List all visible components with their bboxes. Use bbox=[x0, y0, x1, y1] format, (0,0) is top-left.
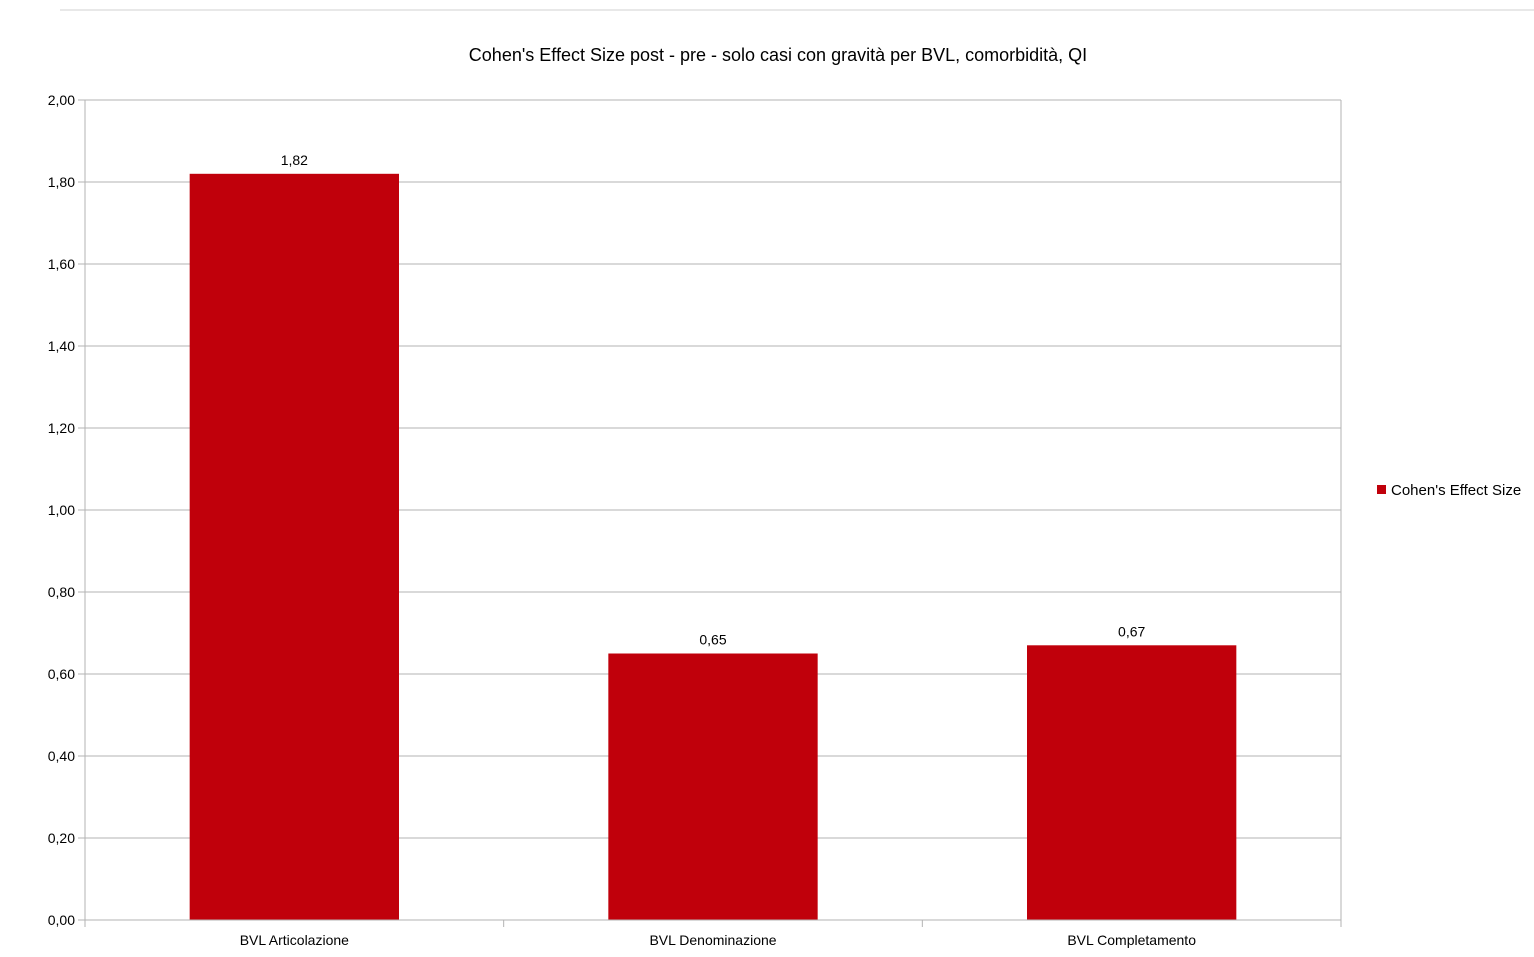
y-tick-label: 2,00 bbox=[48, 92, 75, 108]
axes: 0,00 0,20 0,40 0,60 0,80 1,00 1,20 1,40 1,60 1,80… bbox=[48, 92, 1342, 948]
y-tick-label: 0,80 bbox=[48, 584, 75, 600]
legend: Cohen's Effect Size bbox=[1377, 482, 1521, 499]
x-category-label: BVL Articolazione bbox=[240, 932, 349, 948]
y-tick-label: 1,40 bbox=[48, 338, 75, 354]
y-tick-label: 1,20 bbox=[48, 420, 75, 436]
x-category-label: BVL Denominazione bbox=[649, 932, 776, 948]
bar bbox=[1027, 645, 1237, 920]
bar-value-label: 0,65 bbox=[699, 632, 726, 648]
y-tick-label: 0,60 bbox=[48, 666, 75, 682]
legend-swatch bbox=[1377, 485, 1386, 494]
bar-value-label: 1,82 bbox=[281, 152, 308, 168]
y-tick-label: 0,00 bbox=[48, 912, 75, 928]
x-category-label: BVL Completamento bbox=[1067, 932, 1196, 948]
bar-value-label: 0,67 bbox=[1118, 623, 1145, 639]
bars: 1,82 0,65 0,67 bbox=[189, 152, 1237, 921]
y-tick-label: 1,60 bbox=[48, 256, 75, 272]
bar bbox=[189, 173, 399, 921]
legend-label: Cohen's Effect Size bbox=[1391, 482, 1521, 499]
bar bbox=[608, 653, 818, 920]
y-tick-label: 0,40 bbox=[48, 748, 75, 764]
chart-title: Cohen's Effect Size post - pre - solo ca… bbox=[469, 45, 1087, 65]
y-tick-label: 0,20 bbox=[48, 830, 75, 846]
y-tick-label: 1,80 bbox=[48, 174, 75, 190]
y-tick-label: 1,00 bbox=[48, 502, 75, 518]
